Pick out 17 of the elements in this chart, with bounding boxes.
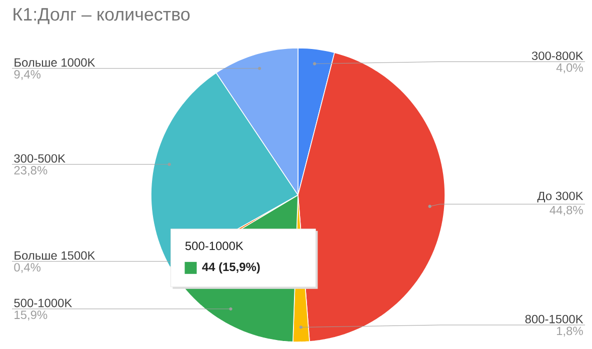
data-label: 44,8% xyxy=(550,206,583,216)
slice-label: 500-1000K xyxy=(185,242,244,250)
data-label: 1,8% xyxy=(556,326,583,337)
slice-label: 800-1500K xyxy=(525,314,584,324)
slice-label: 300-500K xyxy=(14,154,66,163)
data-label: 9,4% xyxy=(14,70,41,80)
text: 44 (15,9%) xyxy=(202,262,260,274)
data-label: 4,0% xyxy=(556,63,583,74)
data-label: 23,8% xyxy=(14,166,48,176)
chart-title: К1:Долг – количество xyxy=(14,8,190,24)
slice-label: Больше 1500K xyxy=(14,251,96,260)
slice-label: Больше 1000K xyxy=(14,58,96,67)
slice-label: До 300K xyxy=(537,192,584,202)
slice-label: 500-1000K xyxy=(14,298,72,308)
data-label: 15,9% xyxy=(14,310,48,320)
slice-label: 300-800K xyxy=(532,52,584,60)
data-label: 0,4% xyxy=(14,263,41,273)
